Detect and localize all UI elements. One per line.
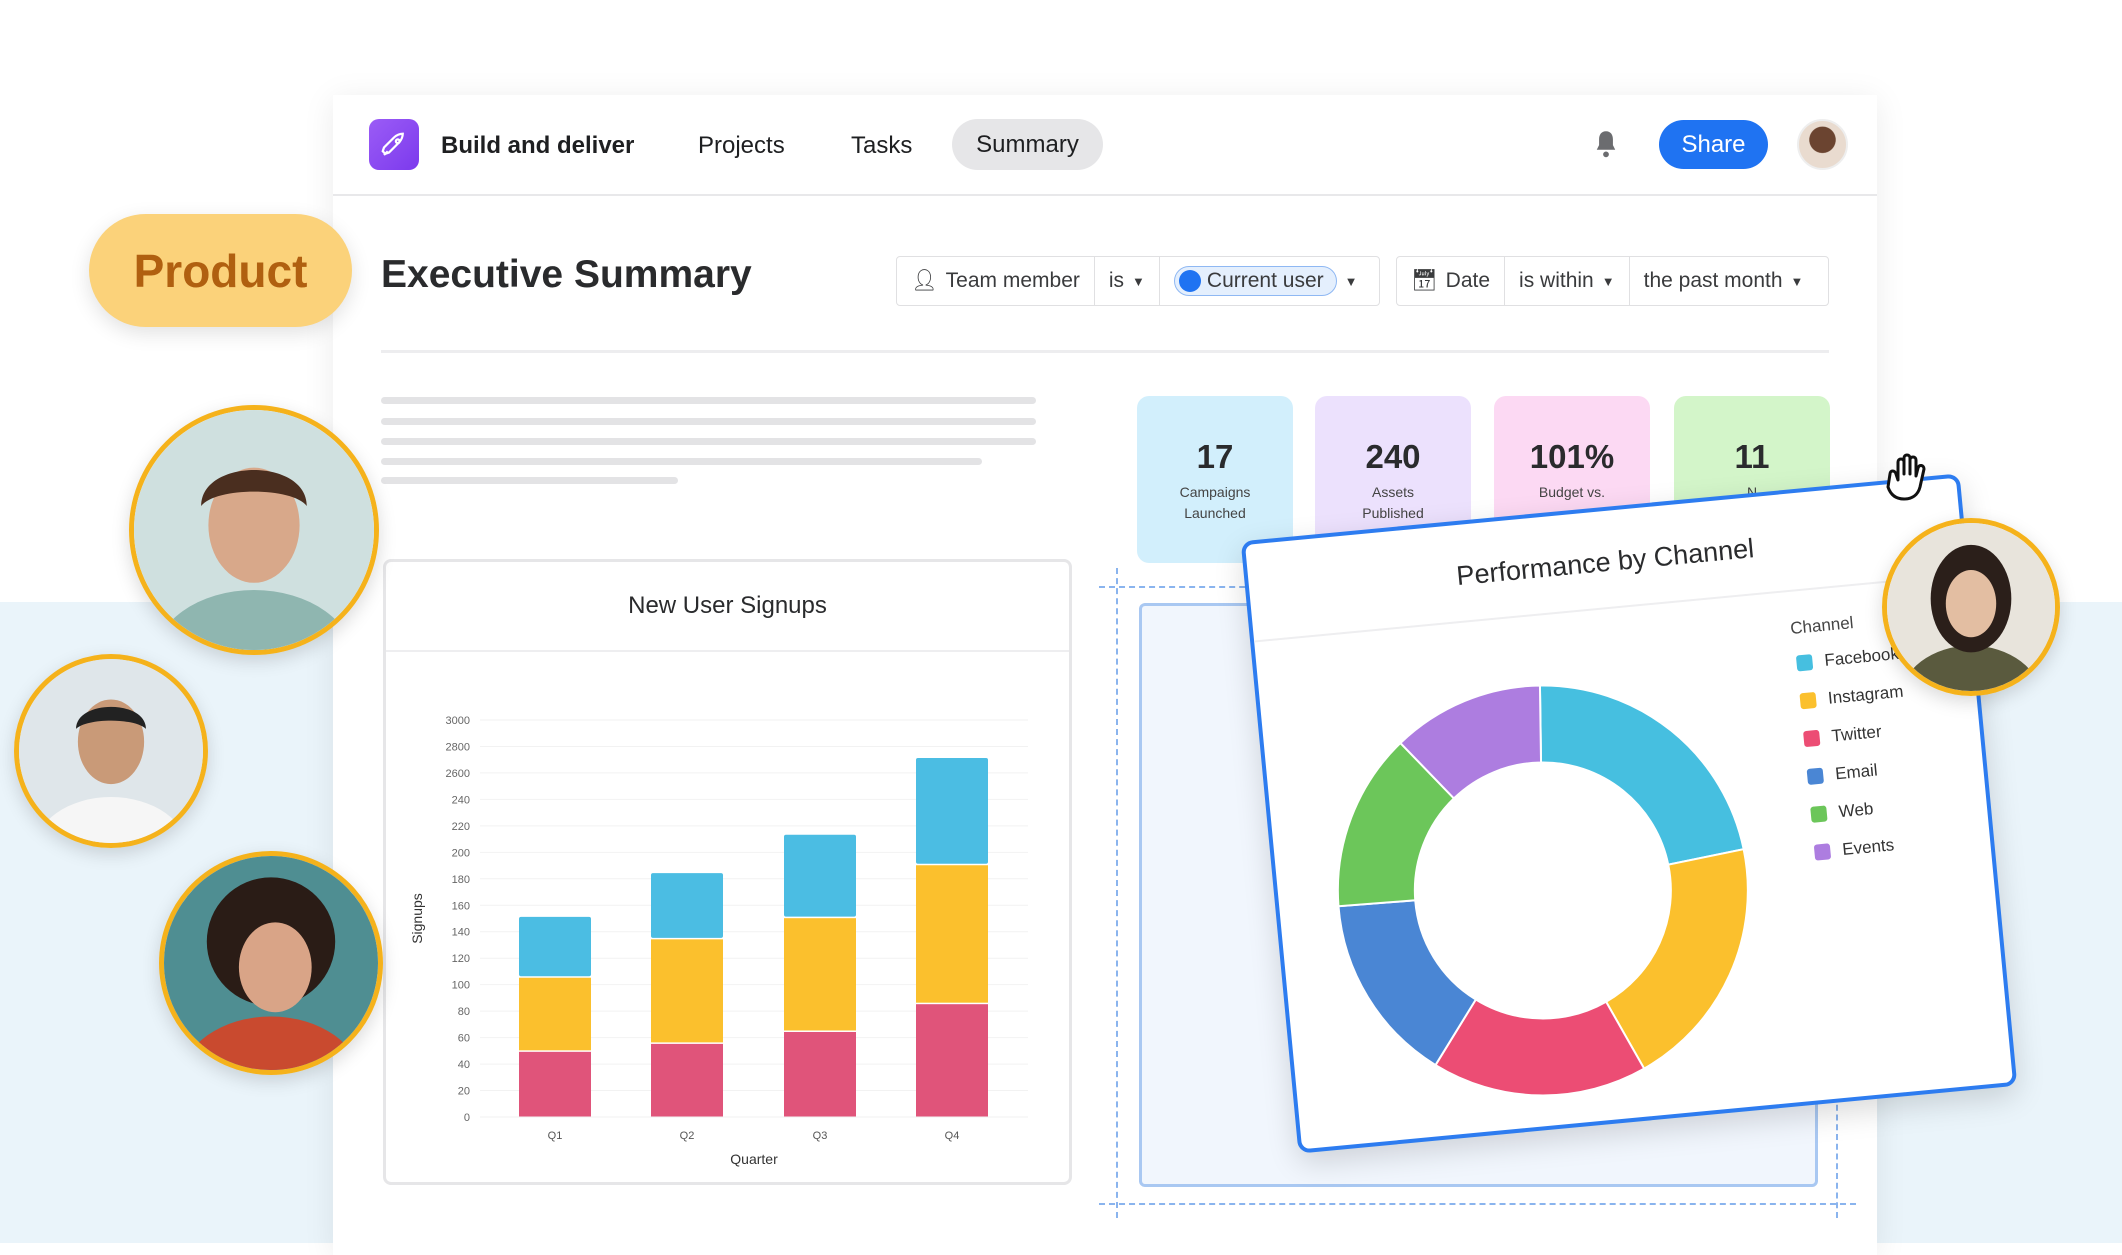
donut-slice-events xyxy=(1398,684,1543,800)
text-placeholder xyxy=(381,397,1036,404)
person-photo xyxy=(14,654,208,848)
filter-value[interactable]: Current user ▼ xyxy=(1160,257,1372,305)
bar-segment-Q1-1 xyxy=(519,977,591,1051)
caret-down-icon: ▼ xyxy=(1790,273,1804,289)
legend-swatch xyxy=(1795,654,1814,672)
stat-value: 240 xyxy=(1365,438,1421,475)
x-tick-label: Q2 xyxy=(680,1130,695,1142)
bar-segment-Q3-1 xyxy=(784,918,856,1031)
calendar-icon: 📅︎ xyxy=(1411,269,1438,292)
y-tick-label: 160 xyxy=(452,900,470,912)
y-tick-label: 80 xyxy=(458,1006,470,1018)
person-photo xyxy=(129,405,379,655)
share-button[interactable]: Share xyxy=(1659,120,1768,169)
y-tick-label: 2600 xyxy=(446,768,470,780)
team-member-filter[interactable]: 👤︎ Team member is ▼ Current user ▼ xyxy=(896,256,1380,306)
legend-swatch xyxy=(1813,843,1832,861)
y-axis-label: Signups xyxy=(409,893,425,944)
legend-swatch xyxy=(1799,691,1817,710)
x-tick-label: Q4 xyxy=(945,1130,960,1142)
stat-card[interactable]: 17 Campaigns Launched xyxy=(1137,396,1293,563)
y-tick-label: 140 xyxy=(452,927,470,939)
stat-label: Campaigns xyxy=(1179,484,1251,500)
x-tick-label: Q1 xyxy=(548,1130,563,1142)
y-tick-label: 180 xyxy=(452,874,470,886)
stat-value: 17 xyxy=(1196,438,1234,475)
filter-operator[interactable]: is within ▼ xyxy=(1505,257,1630,305)
x-tick-label: Q3 xyxy=(813,1130,828,1142)
stat-value: 101% xyxy=(1529,438,1615,475)
divider xyxy=(381,350,1829,353)
y-tick-label: 200 xyxy=(452,847,470,859)
user-avatar[interactable] xyxy=(1797,119,1848,170)
text-placeholder xyxy=(381,418,1036,425)
rocket-logo-icon[interactable] xyxy=(369,119,419,170)
guide-line xyxy=(1099,1203,1856,1205)
x-axis-label: Quarter xyxy=(730,1151,778,1167)
text-placeholder xyxy=(381,438,1036,445)
filter-field[interactable]: 👤︎ Team member xyxy=(897,257,1095,305)
caret-down-icon: ▼ xyxy=(1601,273,1615,289)
project-name[interactable]: Build and deliver xyxy=(441,132,635,159)
y-tick-label: 100 xyxy=(452,980,470,992)
bell-icon[interactable] xyxy=(1592,129,1620,164)
text-placeholder xyxy=(381,477,678,484)
y-tick-label: 2800 xyxy=(446,741,470,753)
grab-hand-icon xyxy=(1882,452,1940,509)
caret-down-icon: ▼ xyxy=(1132,273,1145,289)
bar-segment-Q4-1 xyxy=(916,865,988,1003)
bar-segment-Q3-0 xyxy=(784,1031,856,1117)
legend-swatch xyxy=(1806,767,1825,786)
donut-slice-facebook xyxy=(1538,684,1745,866)
bar-segment-Q2-0 xyxy=(651,1043,723,1117)
y-tick-label: 120 xyxy=(452,953,470,965)
filter-field[interactable]: 📅︎ Date xyxy=(1397,257,1506,305)
bar-segment-Q2-2 xyxy=(651,873,723,938)
page-title: Executive Summary xyxy=(381,253,752,296)
person-icon: 👤︎ xyxy=(911,269,938,292)
y-tick-label: 0 xyxy=(464,1112,470,1124)
user-icon xyxy=(1178,270,1201,292)
y-tick-label: 60 xyxy=(458,1033,470,1045)
bar-segment-Q3-2 xyxy=(784,834,856,917)
stat-label: Budget vs. xyxy=(1538,484,1606,500)
stat-label: Assets xyxy=(1371,484,1414,500)
y-tick-label: 20 xyxy=(458,1086,470,1098)
tab-projects[interactable]: Projects xyxy=(698,132,785,159)
legend-swatch xyxy=(1803,729,1821,748)
divider xyxy=(386,650,1069,652)
stat-label: Published xyxy=(1362,505,1424,521)
date-filter[interactable]: 📅︎ Date is within ▼ the past month ▼ xyxy=(1396,256,1829,306)
performance-by-channel-card[interactable]: Performance by Channel Channel Facebook I… xyxy=(1240,473,2018,1154)
new-user-signups-chart: New User Signups 0 20 40 60 80 100 120 140 160 18… xyxy=(383,559,1072,1185)
guide-line xyxy=(1116,568,1118,1218)
y-tick-label: 220 xyxy=(452,821,470,833)
top-bar: Build and deliver Projects Tasks Summary… xyxy=(333,95,1877,196)
bar-chart-svg: 0 20 40 60 80 100 120 140 160 180 200 220 240 2600 280… xyxy=(409,715,1028,1167)
chart-title: New User Signups xyxy=(628,592,827,619)
legend-swatch xyxy=(1810,805,1828,823)
tab-tasks[interactable]: Tasks xyxy=(851,132,913,159)
caret-down-icon: ▼ xyxy=(1344,273,1358,289)
bar-segment-Q1-2 xyxy=(519,916,591,977)
person-photo xyxy=(159,851,383,1075)
y-tick-label: 240 xyxy=(452,794,470,806)
y-tick-label: 3000 xyxy=(446,715,470,727)
person-photo xyxy=(1882,518,2060,696)
stat-value: 11 xyxy=(1734,438,1770,475)
bar-segment-Q4-0 xyxy=(916,1004,988,1117)
product-badge: Product xyxy=(89,214,352,327)
stat-label: Launched xyxy=(1184,505,1246,521)
filter-value[interactable]: the past month ▼ xyxy=(1643,269,1804,292)
bar-segment-Q4-2 xyxy=(916,758,988,864)
donut-chart-svg xyxy=(1336,684,1749,1097)
tab-summary[interactable]: Summary xyxy=(952,119,1103,170)
guide-line xyxy=(1836,1095,1838,1218)
text-placeholder xyxy=(381,458,982,465)
bar-segment-Q2-1 xyxy=(651,939,723,1043)
filter-operator[interactable]: is ▼ xyxy=(1095,257,1160,305)
y-tick-label: 40 xyxy=(458,1059,470,1071)
bar-segment-Q1-0 xyxy=(519,1051,591,1117)
